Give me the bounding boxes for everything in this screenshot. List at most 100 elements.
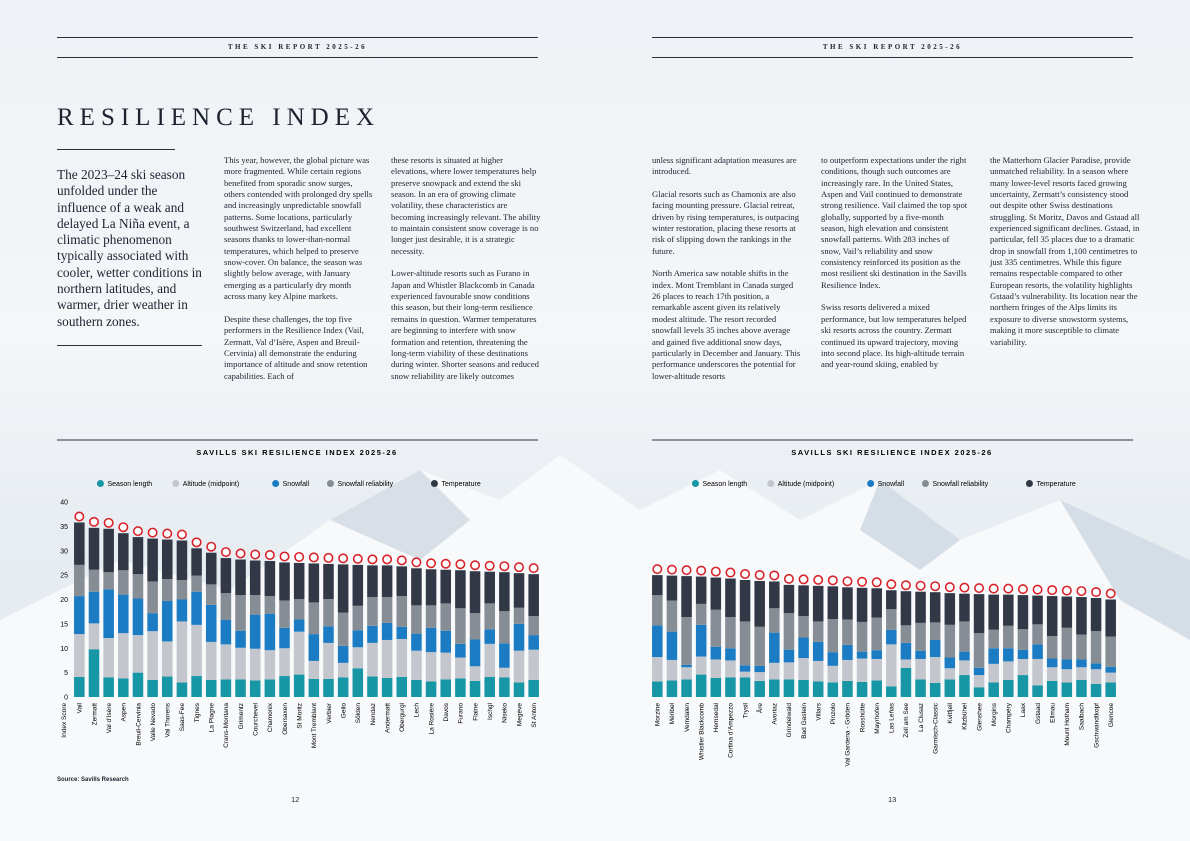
bar-segment xyxy=(88,569,100,592)
bar-segment xyxy=(1046,636,1058,659)
bar-segment xyxy=(469,680,481,697)
legend-label: Season length xyxy=(107,481,152,488)
bar-segment xyxy=(959,593,970,622)
x-tick-label: Cortina d’Ampezzo xyxy=(728,703,735,758)
legend-label: Snowfall reliability xyxy=(932,481,988,488)
bar-segment xyxy=(74,522,85,565)
bar-segment xyxy=(871,650,882,659)
bar-segment xyxy=(176,540,188,580)
bar-segment xyxy=(235,679,246,697)
x-tick-label: Kitzbühel xyxy=(962,702,969,729)
flag-icon xyxy=(426,558,437,569)
paragraph: Swiss resorts delivered a mixed performa… xyxy=(821,302,967,370)
bar-segment xyxy=(812,660,824,682)
bar-segment xyxy=(455,678,466,697)
bar-segment xyxy=(469,613,481,640)
x-tick-label: Villars xyxy=(815,702,822,720)
bar-segment xyxy=(710,609,722,647)
flag-icon xyxy=(176,529,187,540)
flag-icon xyxy=(666,564,677,575)
legend-swatch xyxy=(767,480,775,487)
bar-segment xyxy=(455,657,466,679)
flag-icon xyxy=(754,569,765,580)
bar-segment xyxy=(1017,649,1029,659)
flag-icon xyxy=(915,580,926,591)
page-number: 13 xyxy=(888,795,897,804)
bar-segment xyxy=(812,621,824,642)
x-tick-label: Gstaad xyxy=(1035,703,1042,724)
bar-segment xyxy=(161,676,173,697)
bar-segment xyxy=(695,656,707,675)
x-tick-label: Las Leñas xyxy=(889,702,896,733)
bar-segment xyxy=(425,681,437,697)
y-tick-label: 0 xyxy=(64,695,68,702)
flag-icon xyxy=(235,548,246,559)
bar-segment xyxy=(1105,636,1116,667)
bar-segment xyxy=(959,621,970,652)
bar-segment xyxy=(827,652,839,666)
bar-segment xyxy=(205,584,217,605)
bar-segment xyxy=(842,644,853,660)
bar-segment xyxy=(132,598,144,636)
bar-segment xyxy=(161,600,173,642)
bar-segment xyxy=(1032,658,1043,686)
x-tick-label: Sölden xyxy=(355,703,362,724)
x-tick-label: Obergurgl xyxy=(399,702,406,731)
bar-segment xyxy=(812,681,824,697)
x-tick-label: Saalbach xyxy=(1079,703,1086,730)
bar-segment xyxy=(754,580,765,627)
flag-icon xyxy=(930,581,941,592)
bar-segment xyxy=(710,577,722,610)
bar-segment xyxy=(74,677,85,697)
bar-segment xyxy=(191,575,202,592)
page-title: RESILIENCE INDEX xyxy=(57,104,381,131)
x-tick-label: Obersaxen xyxy=(282,703,289,735)
bar-segment xyxy=(988,648,999,664)
bar-segment xyxy=(915,622,926,651)
bar-segment xyxy=(666,659,678,681)
bar-segment xyxy=(1076,634,1087,660)
bar-segment xyxy=(1076,659,1087,668)
x-tick-label: Niseko xyxy=(502,703,509,723)
x-tick-label: Grimentz xyxy=(238,703,245,729)
bar-segment xyxy=(842,659,853,681)
x-tick-label: La Plagne xyxy=(209,703,216,733)
bar-segment xyxy=(929,639,941,658)
flag-icon xyxy=(725,567,736,578)
flag-icon xyxy=(1003,583,1014,594)
bar-segment xyxy=(205,552,217,585)
paragraph: Lower-altitude resorts such as Furano in… xyxy=(391,268,539,381)
bar-segment xyxy=(396,626,408,639)
bar-segment xyxy=(842,680,853,697)
bar-segment xyxy=(103,572,114,590)
bar-segment xyxy=(411,568,422,606)
bar-segment xyxy=(783,662,795,680)
bar-segment xyxy=(381,565,393,598)
bar-segment xyxy=(74,596,85,635)
x-tick-label: Morgins xyxy=(991,702,998,726)
x-tick-label: Bad Gastein xyxy=(801,703,808,739)
bar-segment xyxy=(425,605,437,628)
bar-segment xyxy=(1090,669,1102,684)
bar-segment xyxy=(710,659,722,678)
mountain-shadow xyxy=(860,480,960,570)
text-column: the Matterhorn Glacier Paradise, provide… xyxy=(990,155,1140,359)
bar-segment xyxy=(769,632,780,663)
bar-segment xyxy=(381,597,393,623)
x-tick-label: Trysil xyxy=(742,702,749,718)
bar-segment xyxy=(191,676,202,697)
bar-segment xyxy=(293,674,305,697)
bar-segment xyxy=(754,665,765,673)
legend-swatch xyxy=(867,480,875,487)
bar-segment xyxy=(74,634,85,678)
x-tick-label: Champéry xyxy=(1006,702,1013,733)
bar-segment xyxy=(754,680,765,697)
bar-segment xyxy=(352,647,364,669)
bar-segment xyxy=(308,602,320,635)
x-tick-label: Avoriaz xyxy=(772,703,779,725)
bar-segment xyxy=(973,687,985,697)
paragraph: North America saw notable shifts in the … xyxy=(652,268,801,381)
bar-segment xyxy=(425,627,437,653)
bar-segment xyxy=(484,677,495,697)
